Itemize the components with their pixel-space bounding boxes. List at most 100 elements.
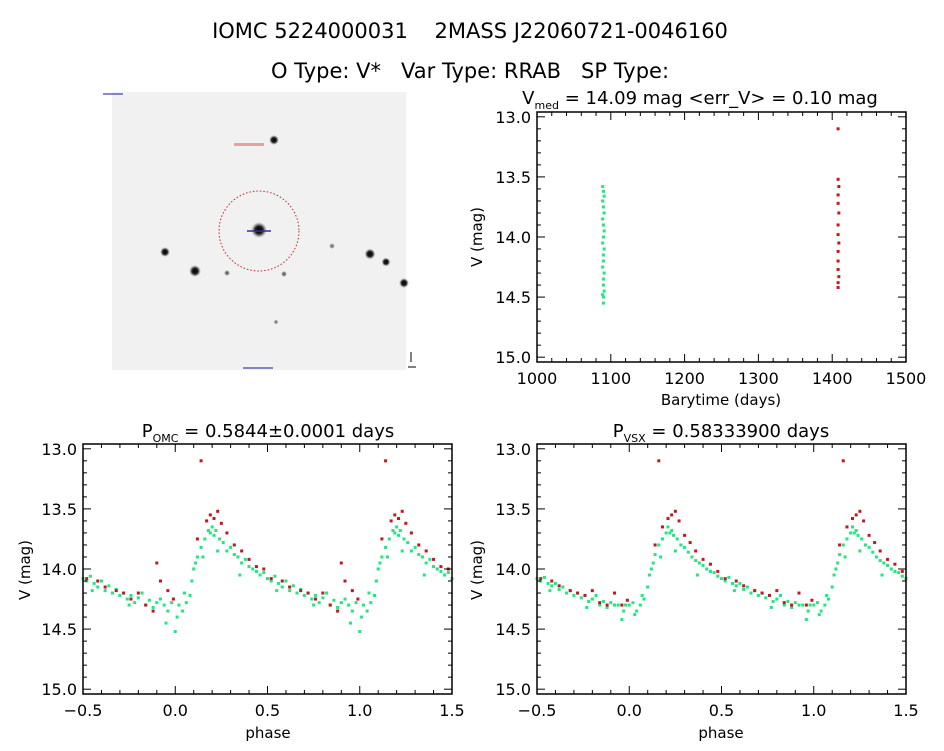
green-data-point [806, 609, 810, 613]
green-data-point [867, 545, 871, 549]
green-data-point [413, 545, 417, 549]
green-data-point [435, 567, 439, 571]
red-data-point [836, 285, 840, 289]
green-data-point [683, 545, 687, 549]
green-data-point [210, 525, 214, 529]
green-data-point [184, 601, 188, 605]
stars [160, 135, 409, 325]
green-data-point [194, 561, 198, 565]
green-data-point [277, 581, 281, 585]
red-data-point [836, 267, 840, 271]
red-data-point [280, 579, 284, 583]
green-data-point [221, 541, 225, 545]
green-data-point [649, 567, 653, 571]
green-data-point [262, 571, 266, 575]
green-data-point [825, 593, 829, 597]
green-data-point [598, 603, 602, 607]
red-data-point [836, 177, 840, 181]
green-data-point [127, 603, 131, 607]
red-data-point [598, 601, 602, 605]
red-data-point [583, 593, 587, 597]
red-data-point [557, 584, 561, 588]
red-data-point [539, 577, 543, 581]
red-data-point [389, 519, 393, 523]
green-data-point [849, 531, 853, 535]
green-data-point [400, 549, 404, 553]
green-data-point [398, 529, 402, 533]
green-data-point [175, 615, 179, 619]
red-data-point [208, 513, 212, 517]
red-data-point [393, 513, 397, 517]
red-data-point [836, 127, 840, 131]
green-data-point [605, 605, 609, 609]
y-axis-label: V (mag) [468, 540, 486, 600]
red-data-point [576, 591, 580, 595]
green-data-point [225, 549, 229, 553]
time-series-plot: Vmed = 14.09 mag <err_V> = 0.10 mag Bary… [468, 88, 926, 409]
green-data-point [336, 605, 340, 609]
green-data-point [273, 574, 277, 578]
green-data-point [550, 584, 554, 588]
green-data-point [206, 529, 210, 533]
green-data-point [585, 605, 589, 609]
y-tick-label: 15.0 [495, 348, 531, 367]
green-data-point [232, 553, 236, 557]
red-data-point [836, 233, 840, 237]
green-data-point [443, 573, 447, 577]
green-data-point [627, 603, 631, 607]
red-data-point [240, 549, 244, 553]
green-data-point [734, 584, 738, 588]
red-data-point [657, 459, 661, 463]
green-data-point [601, 277, 605, 281]
y-tick-label: 13.0 [41, 440, 77, 459]
red-data-point [199, 459, 203, 463]
red-data-point [670, 513, 674, 517]
red-data-point [836, 249, 840, 253]
green-data-point [266, 577, 269, 581]
green-data-point [553, 581, 557, 585]
red-data-point [417, 543, 421, 547]
green-data-point [601, 205, 605, 209]
red-data-point [873, 541, 877, 545]
green-data-point [332, 598, 336, 602]
red-data-point [306, 591, 310, 595]
red-data-point [760, 591, 764, 595]
green-data-point [428, 557, 432, 561]
plot-title: PVSX = 0.58333900 days [613, 421, 829, 445]
red-data-point [775, 589, 779, 593]
red-data-point [666, 517, 670, 521]
green-data-point [111, 591, 115, 595]
red-data-point [742, 584, 746, 588]
green-data-point [136, 596, 140, 600]
green-data-point [612, 603, 616, 607]
green-data-point [745, 585, 749, 589]
red-data-point [858, 509, 862, 513]
red-data-point [716, 569, 720, 573]
green-data-point [158, 597, 162, 601]
green-data-point [620, 617, 624, 621]
green-data-point [601, 235, 605, 239]
green-data-point [367, 591, 371, 595]
green-data-point [858, 549, 862, 553]
red-data-point [683, 533, 687, 537]
red-data-point [862, 519, 866, 523]
plot-title: POMC = 0.5844±0.0001 days [142, 421, 394, 445]
green-data-point [177, 603, 181, 607]
green-data-point [164, 621, 168, 625]
green-data-point [288, 589, 292, 593]
red-data-point [299, 589, 303, 593]
green-data-point [195, 555, 199, 559]
green-data-point [659, 555, 663, 559]
phase-plot-omc: POMC = 0.5844±0.0001 days phase V (mag) … [16, 421, 465, 742]
green-data-point [373, 593, 377, 597]
green-data-point [660, 537, 664, 541]
green-data-point [236, 555, 240, 559]
green-data-point [420, 555, 424, 559]
y-tick-label: 14.0 [41, 560, 77, 579]
red-data-point [396, 517, 400, 521]
green-data-point [602, 211, 606, 215]
green-data-point [140, 591, 144, 595]
red-data-point [384, 459, 388, 463]
green-data-point [602, 229, 606, 233]
green-data-point [162, 603, 166, 607]
